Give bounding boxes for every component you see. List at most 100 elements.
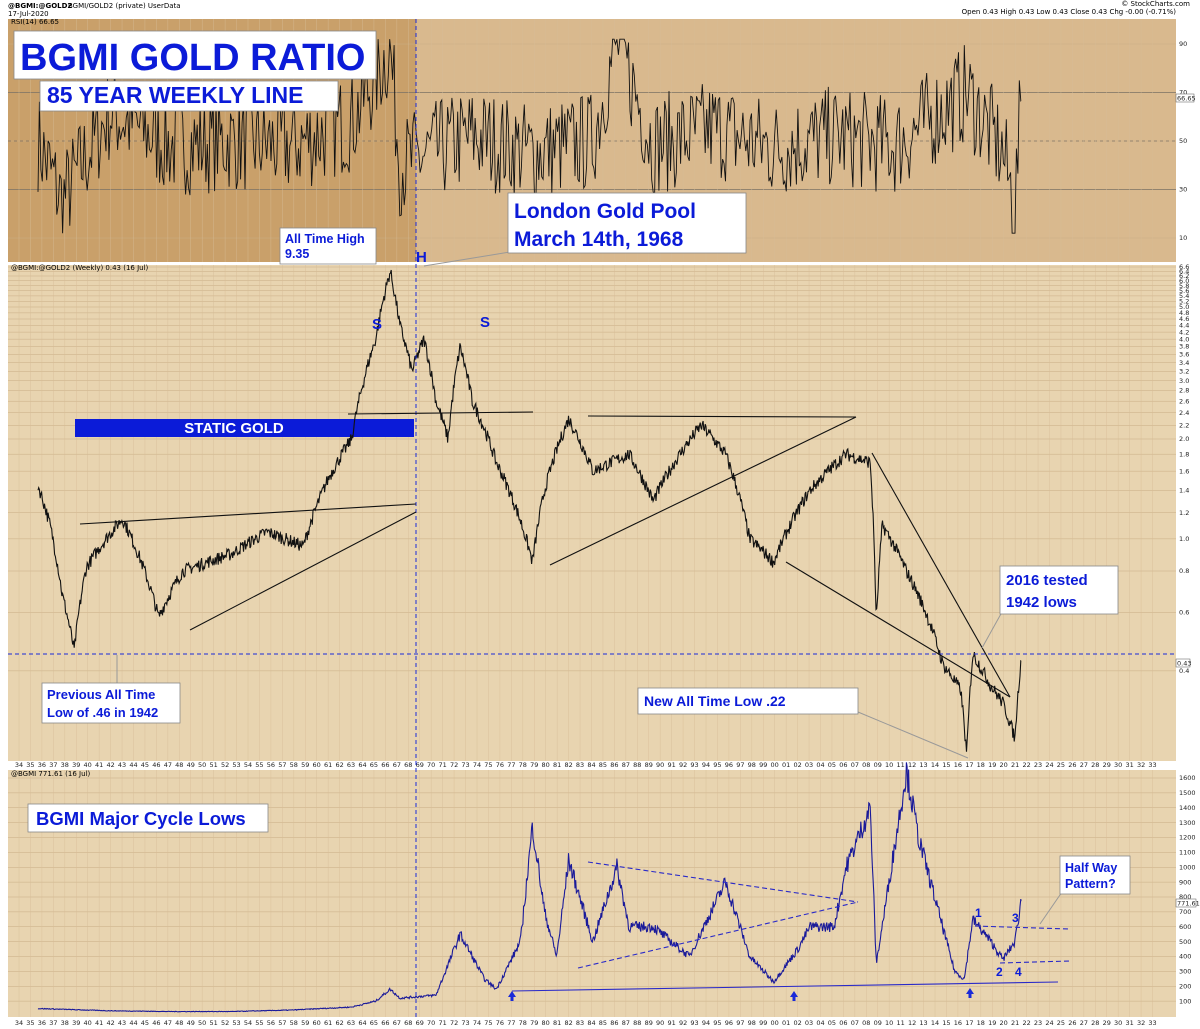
x-tick-label: 28 <box>1091 761 1099 769</box>
x-tick-label: 88 <box>633 1019 641 1027</box>
y-tick-label: 1300 <box>1179 819 1196 827</box>
x-tick-label: 62 <box>335 761 343 769</box>
x-tick-label: 06 <box>839 1019 847 1027</box>
downtrend-lower <box>785 561 1011 698</box>
x-tick-label: 64 <box>358 1019 366 1027</box>
x-tick-label: 26 <box>1068 761 1076 769</box>
x-tick-label: 28 <box>1091 1019 1099 1027</box>
y-tick-label: 10 <box>1179 234 1187 242</box>
y-tick-label: 4.0 <box>1179 335 1189 343</box>
ratio-value-badge: 0.43 <box>1177 660 1191 668</box>
x-tick-label: 16 <box>954 1019 962 1027</box>
x-tick-label: 08 <box>862 761 870 769</box>
x-tick-label: 94 <box>702 1019 710 1027</box>
y-tick-label: 1200 <box>1179 834 1196 842</box>
x-tick-label: 53 <box>232 1019 240 1027</box>
x-tick-label: 68 <box>404 1019 412 1027</box>
new-low-callout: New All Time Low .22 <box>637 687 969 759</box>
x-tick-label: 31 <box>1126 1019 1134 1027</box>
x-tick-label: 90 <box>656 1019 664 1027</box>
x-tick-label: 89 <box>645 1019 653 1027</box>
x-tick-label: 75 <box>484 761 492 769</box>
trendline-lower-wedge <box>189 511 417 631</box>
x-tick-label: 42 <box>106 761 114 769</box>
y-tick-label: 3.6 <box>1179 351 1189 359</box>
x-tick-label: 36 <box>38 1019 46 1027</box>
header-symbol: @BGMI:@GOLD2 <box>8 2 72 10</box>
triangle-top <box>587 415 857 418</box>
x-tick-label: 03 <box>805 1019 813 1027</box>
x-tick-label: 02 <box>793 761 801 769</box>
y-tick-label: 1500 <box>1179 789 1196 797</box>
y-tick-label: 100 <box>1179 997 1191 1005</box>
x-tick-label: 09 <box>874 761 882 769</box>
x-tick-label: 64 <box>358 761 366 769</box>
x-tick-label: 56 <box>267 761 275 769</box>
x-tick-label: 87 <box>622 761 630 769</box>
bgmi-halfway-lower <box>999 960 1071 964</box>
x-tick-label: 36 <box>38 761 46 769</box>
x-tick-label: 48 <box>175 761 183 769</box>
x-tick-label: 76 <box>496 1019 504 1027</box>
x-tick-label: 34 <box>15 1019 23 1027</box>
left-shoulder-marker: S <box>372 316 382 333</box>
x-tick-label: 03 <box>805 761 813 769</box>
x-tick-label: 99 <box>759 761 767 769</box>
x-tick-label: 14 <box>931 761 939 769</box>
x-tick-label: 98 <box>748 761 756 769</box>
wave-3-label: 3 <box>1012 911 1019 925</box>
cycle-low-arrow-1976 <box>508 991 516 1001</box>
x-tick-label: 23 <box>1034 761 1042 769</box>
x-tick-label: 05 <box>828 1019 836 1027</box>
x-tick-label: 00 <box>771 1019 779 1027</box>
x-tick-label: 18 <box>977 1019 985 1027</box>
y-tick-label: 1400 <box>1179 804 1196 812</box>
x-tick-label: 50 <box>198 1019 206 1027</box>
tested-line1: 2016 tested <box>1006 572 1088 589</box>
x-tick-label: 40 <box>84 1019 92 1027</box>
x-tick-label: 19 <box>988 761 996 769</box>
x-tick-label: 84 <box>587 761 595 769</box>
x-tick-label: 52 <box>221 1019 229 1027</box>
x-tick-label: 80 <box>542 761 550 769</box>
x-tick-label: 32 <box>1137 761 1145 769</box>
x-tick-label: 68 <box>404 761 412 769</box>
x-tick-label: 98 <box>748 1019 756 1027</box>
x-tick-label: 12 <box>908 761 916 769</box>
cycle-lows-text: BGMI Major Cycle Lows <box>36 808 246 829</box>
x-tick-label: 10 <box>885 761 893 769</box>
x-tick-label: 17 <box>965 761 973 769</box>
y-tick-label: 1.6 <box>1179 467 1189 475</box>
y-tick-label: 700 <box>1179 908 1191 916</box>
x-tick-label: 23 <box>1034 1019 1042 1027</box>
y-tick-label: 2.0 <box>1179 435 1189 443</box>
chart-title: BGMI GOLD RATIO <box>20 37 366 79</box>
y-tick-label: 600 <box>1179 923 1191 931</box>
ath-line2: 9.35 <box>285 247 309 261</box>
x-tick-label: 74 <box>473 761 481 769</box>
x-tick-label: 88 <box>633 761 641 769</box>
x-tick-label: 97 <box>736 1019 744 1027</box>
x-tick-label: 89 <box>645 761 653 769</box>
x-tick-label: 86 <box>610 1019 618 1027</box>
x-tick-label: 57 <box>278 1019 286 1027</box>
x-tick-label: 01 <box>782 1019 790 1027</box>
y-tick-label: 6.2 <box>1179 272 1189 280</box>
x-tick-label: 74 <box>473 1019 481 1027</box>
ratio-panel-bg <box>8 265 1176 761</box>
wave-4-label: 4 <box>1015 965 1022 979</box>
x-tick-label: 39 <box>72 1019 80 1027</box>
x-tick-label: 78 <box>519 761 527 769</box>
x-tick-label: 11 <box>897 1019 905 1027</box>
y-tick-label: 5.2 <box>1179 298 1189 306</box>
x-tick-label: 43 <box>118 761 126 769</box>
ratio-value-badge-bg <box>1175 658 1191 668</box>
x-tick-label: 92 <box>679 1019 687 1027</box>
x-tick-label: 39 <box>72 761 80 769</box>
x-tick-label: 65 <box>370 1019 378 1027</box>
ratio-panel-label: @BGMI:@GOLD2 (Weekly) 0.43 (16 Jul) <box>11 264 149 272</box>
y-tick-label: 6.4 <box>1179 268 1189 276</box>
x-tick-label: 01 <box>782 761 790 769</box>
cycle-low-arrow-2016 <box>966 988 974 998</box>
